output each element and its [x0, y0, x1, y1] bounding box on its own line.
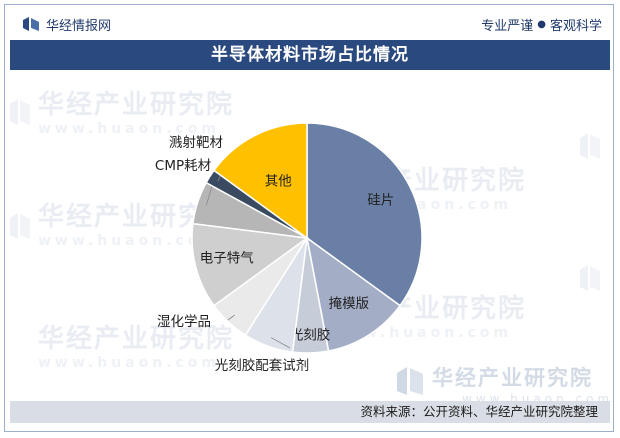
brand-logo-icon: [23, 17, 39, 31]
pie-slice: [191, 222, 309, 307]
slice-label: 硅片: [367, 192, 394, 208]
slice-label: 光刻胶配套试剂: [215, 357, 310, 374]
pie-slice: [212, 122, 308, 240]
brand: 华经情报网: [22, 14, 111, 34]
pie-slice: [306, 122, 423, 307]
pie-slice: [305, 236, 402, 352]
slice-label: 溅射靶材: [169, 135, 223, 151]
slice-label: 电子特气: [200, 251, 254, 267]
slice-label: 其他: [265, 174, 292, 190]
slogan: 专业严谨 ● 客观科学: [481, 14, 602, 34]
label-leader-line: [227, 314, 235, 321]
label-leader-line: [270, 337, 291, 349]
chart-title: 半导体材料市场占比情况: [10, 40, 610, 70]
slice-label: CMP耗材: [155, 158, 211, 174]
slice-label: 湿化学品: [157, 314, 211, 330]
slogan-dot-icon: ●: [537, 18, 546, 30]
slice-label: 光刻胶: [290, 327, 331, 344]
brand-name: 华经情报网: [46, 18, 112, 34]
slice-label: 掩模版: [329, 296, 370, 312]
slogan-part1: 专业严谨: [481, 18, 534, 34]
slogan-part2: 客观科学: [549, 18, 602, 34]
source-note: 资料来源：公开资料、华经产业研究院整理: [10, 401, 610, 423]
